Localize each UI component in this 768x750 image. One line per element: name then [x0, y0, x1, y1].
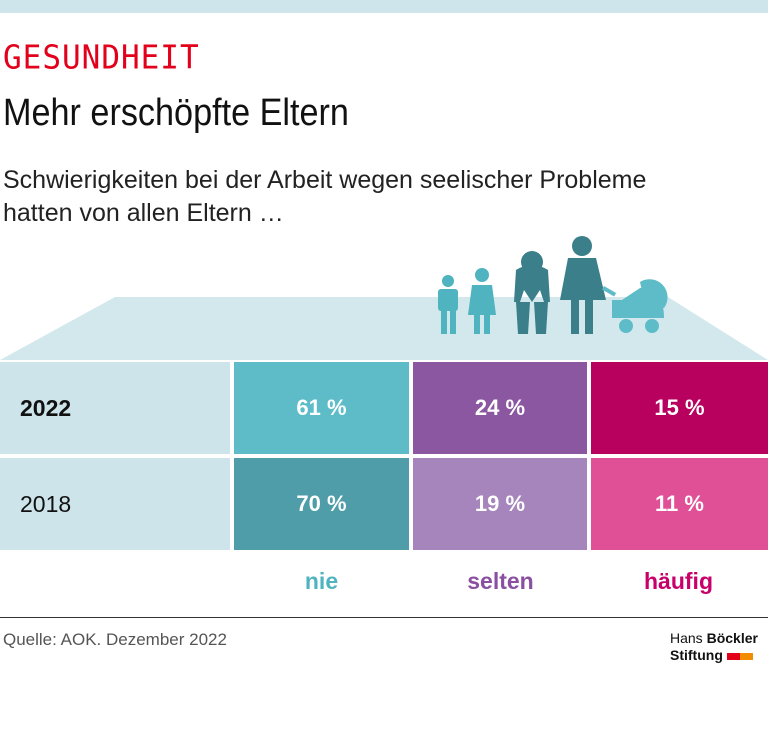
subtitle-line-2: hatten von allen Eltern … — [3, 199, 284, 227]
row-label-2018: 2018 — [0, 458, 230, 550]
subtitle-line-1: Schwierigkeiten bei der Arbeit wegen see… — [3, 166, 647, 194]
logo-text-boeckler: Böckler — [706, 630, 758, 646]
cell-2018-haeufig: 11 % — [591, 458, 768, 550]
cell-2022-selten: 24 % — [413, 362, 587, 454]
source-note: Quelle: AOK. Dezember 2022 — [3, 630, 227, 649]
cell-2022-haeufig: 15 % — [591, 362, 768, 454]
page-title: Mehr erschöpfte Eltern — [3, 92, 349, 134]
top-bar — [0, 0, 768, 13]
cell-2018-nie: 70 % — [234, 458, 409, 550]
logo-red-bar — [726, 653, 740, 660]
child-icon — [438, 275, 458, 334]
cell-2022-nie: 61 % — [234, 362, 409, 454]
mother-icon — [560, 236, 606, 334]
legend-nie: nie — [304, 568, 339, 594]
kicker: GESUNDHEIT — [3, 39, 200, 77]
logo-text-stiftung: Stiftung — [670, 647, 723, 663]
divider — [0, 617, 768, 618]
table-perspective-illustration — [0, 236, 768, 360]
logo-text-hans: Hans — [670, 630, 707, 646]
logo-orange-bar — [739, 653, 753, 660]
girl-icon — [468, 268, 496, 334]
cell-2018-selten: 19 % — [413, 458, 587, 550]
hans-boeckler-logo: Hans Böckler Stiftung — [670, 630, 758, 664]
legend-selten: selten — [467, 568, 534, 594]
row-label-2022: 2022 — [0, 362, 230, 454]
legend-haeufig: häufig — [644, 568, 713, 594]
exhausted-parent-icon — [514, 251, 550, 334]
stroller-icon — [602, 279, 668, 333]
